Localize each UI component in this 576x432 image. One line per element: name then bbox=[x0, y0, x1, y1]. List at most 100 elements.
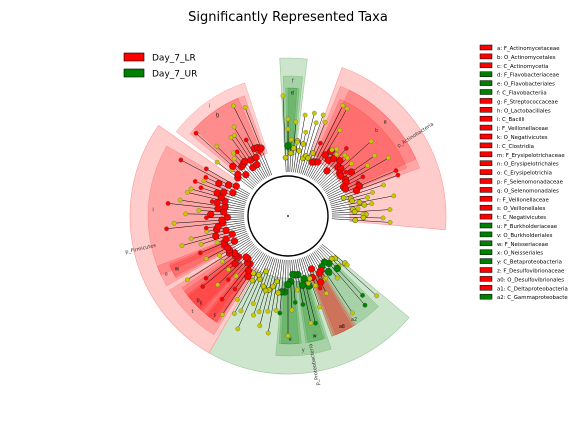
tree-node bbox=[229, 162, 237, 170]
leaf-node bbox=[292, 300, 298, 305]
leaf-node bbox=[164, 226, 169, 232]
tree-node bbox=[323, 167, 331, 175]
clade-label: x bbox=[313, 334, 316, 340]
leaf-node bbox=[306, 281, 311, 286]
leaf-node bbox=[251, 312, 256, 318]
taxon-swatch bbox=[479, 276, 493, 282]
tree-node bbox=[252, 153, 260, 162]
leaf-node bbox=[372, 153, 378, 159]
leaf-node bbox=[256, 309, 262, 315]
tree-node bbox=[305, 155, 311, 162]
taxon-swatch bbox=[479, 80, 493, 86]
leaf-node bbox=[188, 236, 194, 242]
branch bbox=[233, 105, 269, 177]
taxon-legend-label: q: O_Selenomonadales bbox=[497, 188, 559, 194]
branch bbox=[331, 218, 391, 223]
leaf-node bbox=[360, 293, 365, 298]
branch bbox=[236, 151, 261, 182]
leaf-node bbox=[334, 152, 340, 157]
leaf-node bbox=[231, 156, 237, 162]
leaf-node bbox=[232, 311, 237, 316]
leaf-node bbox=[171, 220, 177, 226]
leaf-node bbox=[197, 250, 203, 256]
tree-node bbox=[274, 278, 280, 285]
tree-node bbox=[349, 198, 355, 204]
tree-node bbox=[220, 188, 228, 196]
leaf-node bbox=[220, 312, 225, 318]
branch bbox=[205, 242, 254, 279]
leaf-node bbox=[318, 140, 323, 146]
tree-node bbox=[263, 268, 269, 275]
branch bbox=[320, 141, 372, 187]
leaf-node bbox=[198, 185, 204, 191]
leaf-node bbox=[334, 275, 340, 281]
clade-label: s bbox=[214, 312, 217, 318]
leaf-node bbox=[232, 286, 238, 292]
taxon-legend-label: e: O_Flavobacteriales bbox=[497, 82, 555, 88]
taxon-legend-label: y: C_Betaproteobacteria bbox=[497, 260, 562, 266]
leaf-node bbox=[192, 179, 198, 184]
tree-node bbox=[275, 289, 282, 296]
taxon-swatch bbox=[479, 178, 493, 184]
leaf-node bbox=[225, 277, 231, 283]
taxon-legend-label: r: F_Veillonellaceae bbox=[497, 197, 549, 203]
taxon-legend-label: x: O_Neisseriales bbox=[497, 251, 543, 257]
taxon-swatch bbox=[479, 231, 493, 238]
leaf-node bbox=[294, 139, 300, 145]
taxon-legend-label: a: F_Actinomycetaceae bbox=[497, 46, 560, 52]
branch bbox=[295, 114, 306, 173]
tree-node bbox=[336, 157, 344, 165]
tree-node bbox=[299, 281, 307, 289]
tree-node bbox=[260, 283, 267, 290]
taxon-swatch bbox=[479, 169, 493, 175]
tree-node bbox=[230, 237, 239, 245]
taxon-legend-label: j: F_Veillonellaceae bbox=[496, 126, 549, 132]
taxon-swatch bbox=[479, 285, 493, 291]
taxon-swatch bbox=[479, 240, 493, 247]
leaf-node bbox=[285, 126, 291, 132]
tree-node bbox=[223, 213, 231, 221]
tree-node bbox=[356, 199, 363, 206]
tree-node bbox=[347, 168, 355, 176]
leaf-node bbox=[344, 106, 350, 111]
leaf-node bbox=[280, 93, 286, 99]
clade-label: d bbox=[291, 91, 294, 97]
taxon-legend-label: s: O_Veillonellales bbox=[497, 206, 545, 212]
leaf-node bbox=[209, 199, 215, 204]
branch bbox=[187, 239, 251, 281]
branch bbox=[308, 108, 348, 178]
leaf-node bbox=[340, 103, 346, 108]
tree-node bbox=[300, 141, 307, 147]
taxon-legend-label: f: C_Flavobacteriia bbox=[497, 91, 547, 97]
taxon-legend-label: n: O_Erysipelotrichales bbox=[497, 162, 559, 168]
taxon-legend-label: u: F_Burkholderiaceae bbox=[497, 224, 558, 230]
branch bbox=[244, 107, 273, 176]
taxon-legend-label: b: O_Actinomycetales bbox=[497, 55, 556, 61]
leaf-node bbox=[360, 174, 366, 180]
branch bbox=[321, 163, 352, 189]
leaf-node bbox=[395, 172, 401, 178]
taxon-swatch bbox=[479, 107, 493, 113]
leaf-node bbox=[337, 127, 343, 133]
branch bbox=[331, 214, 363, 216]
branch bbox=[259, 151, 271, 176]
taxon-swatch bbox=[479, 249, 493, 255]
leaf-node bbox=[387, 207, 393, 212]
leaf-node bbox=[391, 193, 397, 199]
branch bbox=[298, 113, 315, 174]
tree-node bbox=[352, 186, 360, 195]
taxon-legend-label: o: C_Erysipelotrichia bbox=[497, 171, 552, 177]
tree-node bbox=[207, 210, 215, 218]
taxon-swatch bbox=[479, 98, 493, 104]
taxon-swatch bbox=[479, 133, 493, 140]
clade-label: f bbox=[292, 79, 294, 85]
branch bbox=[325, 157, 389, 195]
leaf-node bbox=[232, 133, 237, 138]
taxon-legend-label: h: O_Lactobacillales bbox=[497, 108, 551, 114]
tree-node bbox=[249, 277, 256, 284]
leaf-node bbox=[368, 138, 374, 144]
leaf-node bbox=[234, 149, 240, 155]
leaf-node bbox=[344, 262, 350, 268]
tree-node bbox=[341, 185, 349, 193]
leaf-node bbox=[219, 296, 225, 302]
